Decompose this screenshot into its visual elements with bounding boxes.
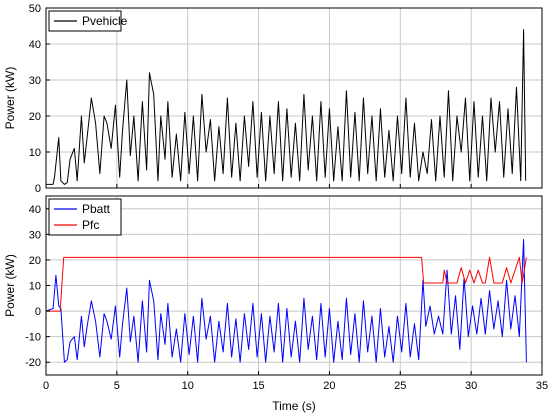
top-plot-frame bbox=[45, 7, 543, 189]
y-tick-label: 40 bbox=[29, 39, 41, 51]
series-line-pvehicle bbox=[46, 29, 527, 185]
top-panel: 0 10 20 30 40 50 Power (kW) Pvehicle bbox=[3, 3, 543, 195]
y-tick-label: 30 bbox=[29, 75, 41, 87]
y-tick-label: 20 bbox=[29, 255, 41, 267]
x-tick-label: 30 bbox=[465, 380, 477, 392]
y-tick-label: 20 bbox=[29, 111, 41, 123]
y-tick-label: 0 bbox=[35, 306, 41, 318]
y-tick-label: -10 bbox=[25, 332, 41, 344]
bottom-legend: Pbatt Pfc bbox=[48, 198, 122, 236]
series-line-pfc bbox=[46, 256, 527, 312]
x-tick-label: 35 bbox=[536, 380, 548, 392]
x-tick-label: 10 bbox=[182, 380, 194, 392]
legend-label-pbatt: Pbatt bbox=[82, 202, 111, 216]
bottom-y-axis-label: Power (kW) bbox=[3, 254, 17, 317]
x-tick-label: 15 bbox=[252, 380, 264, 392]
legend-box bbox=[48, 198, 122, 236]
x-axis-label: Time (s) bbox=[272, 399, 316, 413]
top-series bbox=[46, 29, 527, 185]
legend-box bbox=[48, 10, 122, 32]
y-tick-label: 10 bbox=[29, 147, 41, 159]
x-tick-label: 5 bbox=[114, 380, 120, 392]
x-tick-label: 25 bbox=[394, 380, 406, 392]
bottom-series bbox=[45, 238, 527, 363]
y-tick-label: 30 bbox=[29, 229, 41, 241]
y-tick-label: 50 bbox=[29, 3, 41, 15]
y-tick-label: 0 bbox=[35, 183, 41, 195]
top-y-axis-label: Power (kW) bbox=[3, 67, 17, 130]
y-tick-label: 10 bbox=[29, 281, 41, 293]
y-tick-label: 40 bbox=[29, 204, 41, 216]
top-axis-ticks: 0 10 20 30 40 50 bbox=[29, 3, 543, 195]
x-tick-label: 20 bbox=[323, 380, 335, 392]
x-tick-label: 0 bbox=[43, 380, 49, 392]
legend-label-pvehicle: Pvehicle bbox=[82, 14, 128, 28]
series-line-pbatt bbox=[45, 238, 527, 363]
top-legend: Pvehicle bbox=[48, 10, 128, 32]
legend-label-pfc: Pfc bbox=[82, 218, 99, 232]
y-tick-label: -20 bbox=[25, 357, 41, 369]
bottom-panel: -20 -10 0 10 20 30 40 0 5 10 15 20 25 30 35 Power (kW)… bbox=[3, 195, 548, 413]
